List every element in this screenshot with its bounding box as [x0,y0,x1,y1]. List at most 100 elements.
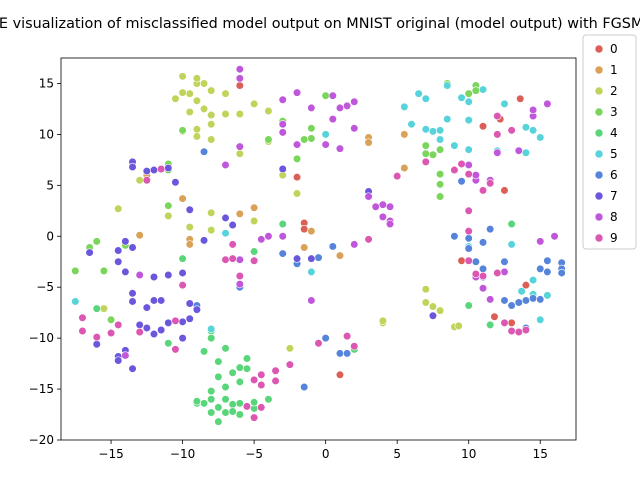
point-class-9 [271,376,280,386]
x-tick-label: 5 [393,447,401,461]
point-class-8 [292,140,302,149]
point-class-5 [528,126,538,135]
point-class-4 [242,364,252,373]
point-class-9 [507,126,516,135]
point-class-8 [135,270,144,280]
point-class-5 [443,115,452,124]
point-class-7 [121,267,130,277]
point-class-7 [178,334,187,343]
point-class-9 [493,130,502,139]
point-class-7 [192,305,202,314]
point-class-0 [516,94,525,103]
point-class-5 [428,127,438,136]
point-class-2 [192,132,202,141]
point-class-3 [264,135,273,144]
point-class-2 [164,211,173,220]
point-class-3 [421,141,430,150]
point-class-2 [264,106,273,116]
point-class-5 [543,291,552,300]
x-tick-label: 15 [533,447,548,461]
point-class-7 [178,268,187,278]
point-class-7 [185,205,194,214]
legend-label-2: 2 [610,84,618,98]
point-class-5 [400,102,409,111]
x-tick-label: −15 [98,447,123,461]
point-class-9 [478,271,488,281]
point-class-6 [464,244,473,253]
point-class-3 [421,149,430,158]
point-class-2 [221,109,230,119]
legend-label-3: 3 [610,105,618,119]
point-class-9 [142,176,151,185]
point-class-2 [192,125,202,134]
point-class-7 [157,325,166,335]
point-class-2 [421,285,430,294]
point-class-3 [307,134,316,143]
point-class-9 [250,413,259,422]
point-class-9 [521,325,531,335]
point-class-9 [350,342,359,351]
point-class-8 [121,351,130,360]
point-class-8 [235,74,244,83]
legend-marker-5 [594,149,604,159]
point-class-8 [543,99,552,108]
point-class-2 [185,222,194,232]
point-class-9 [343,331,352,341]
point-class-4 [242,354,252,363]
point-class-2 [99,304,109,313]
point-class-9 [500,318,509,327]
point-class-9 [250,375,259,384]
point-class-8 [350,97,359,106]
point-class-9 [271,366,280,375]
point-class-9 [257,380,266,390]
point-class-9 [235,271,244,281]
point-class-7 [149,329,159,339]
point-class-8 [378,212,387,222]
point-class-2 [428,302,438,311]
point-class-9 [78,313,87,322]
point-class-5 [464,97,473,106]
point-class-8 [278,95,287,104]
point-class-5 [517,287,526,296]
point-class-7 [185,314,194,323]
point-class-0 [457,256,466,265]
point-class-6 [536,264,545,273]
point-class-5 [421,94,430,103]
point-class-9 [92,333,101,342]
point-class-7 [292,254,302,263]
point-class-6 [507,301,516,310]
point-class-6 [335,349,345,358]
point-class-7 [228,220,237,230]
legend-label-6: 6 [610,168,618,182]
point-class-8 [307,296,316,305]
point-class-7 [149,272,159,282]
point-class-4 [214,403,223,412]
plot-frame [60,57,577,441]
point-class-2 [192,96,202,105]
point-class-0 [521,281,531,290]
point-class-0 [300,225,309,234]
point-class-8 [478,284,488,293]
chart-title: t-SNE visualization of misclassified mod… [0,16,640,32]
point-class-8 [335,103,345,113]
point-class-2 [171,94,180,103]
point-class-5 [507,240,516,249]
point-class-8 [264,232,273,241]
point-class-9 [106,328,116,338]
point-class-3 [435,192,445,201]
point-class-9 [464,227,473,236]
point-class-7 [142,323,151,333]
point-class-2 [114,204,123,213]
point-class-7 [128,162,137,172]
legend-label-0: 0 [610,42,618,56]
y-tick-label: −10 [29,331,54,345]
point-class-4 [250,247,259,256]
point-class-2 [250,216,259,226]
point-class-8 [350,240,359,249]
point-class-4 [264,395,273,404]
point-class-4 [228,368,237,377]
point-class-9 [228,240,237,249]
point-class-7 [142,166,151,176]
y-tick-label: −15 [29,382,54,396]
point-class-6 [500,296,509,305]
